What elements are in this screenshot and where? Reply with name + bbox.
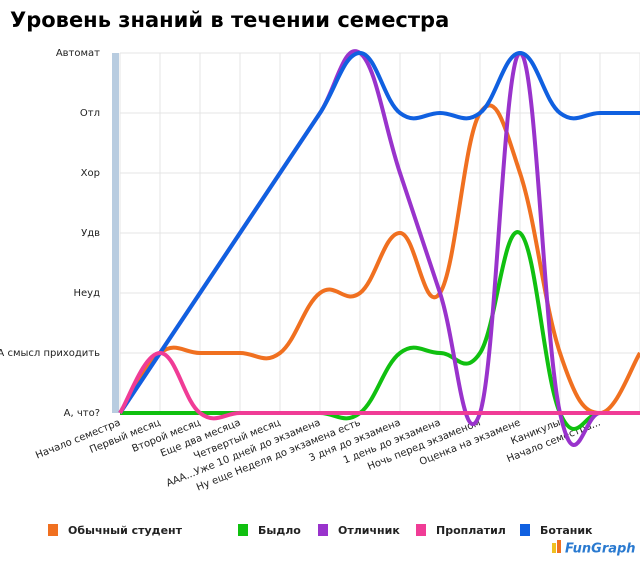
series-line bbox=[118, 351, 640, 421]
y-axis-bar bbox=[112, 53, 119, 413]
legend-swatch bbox=[48, 524, 58, 536]
y-tick-label: Хор bbox=[81, 168, 100, 179]
legend-label: Ботаник bbox=[540, 524, 593, 537]
legend-label: Быдло bbox=[258, 524, 301, 537]
series-line bbox=[118, 51, 640, 415]
legend-swatch bbox=[238, 524, 248, 536]
y-tick-label: А, что? bbox=[64, 408, 100, 419]
logo: FunGraph bbox=[565, 542, 636, 557]
legend-label: Отличник bbox=[338, 524, 400, 537]
y-tick-label: А смысл приходить bbox=[0, 348, 100, 359]
y-tick-label: Удв bbox=[81, 228, 100, 239]
y-tick-label: Автомат bbox=[56, 48, 100, 59]
legend-swatch bbox=[520, 524, 530, 536]
logo-icon bbox=[552, 543, 556, 553]
y-tick-label: Неуд bbox=[73, 288, 100, 299]
logo-icon bbox=[557, 540, 561, 553]
legend-swatch bbox=[318, 524, 328, 536]
series-line bbox=[118, 103, 640, 415]
legend-label: Обычный студент bbox=[68, 524, 183, 537]
chart-title: Уровень знаний в течении семестра bbox=[10, 8, 449, 32]
y-tick-label: Отл bbox=[80, 108, 100, 119]
plot: А, что? А смысл приходить Неуд Удв Хор Отл Авт… bbox=[0, 48, 640, 493]
legend-label: Проплатил bbox=[436, 524, 506, 537]
legend-swatch bbox=[416, 524, 426, 536]
